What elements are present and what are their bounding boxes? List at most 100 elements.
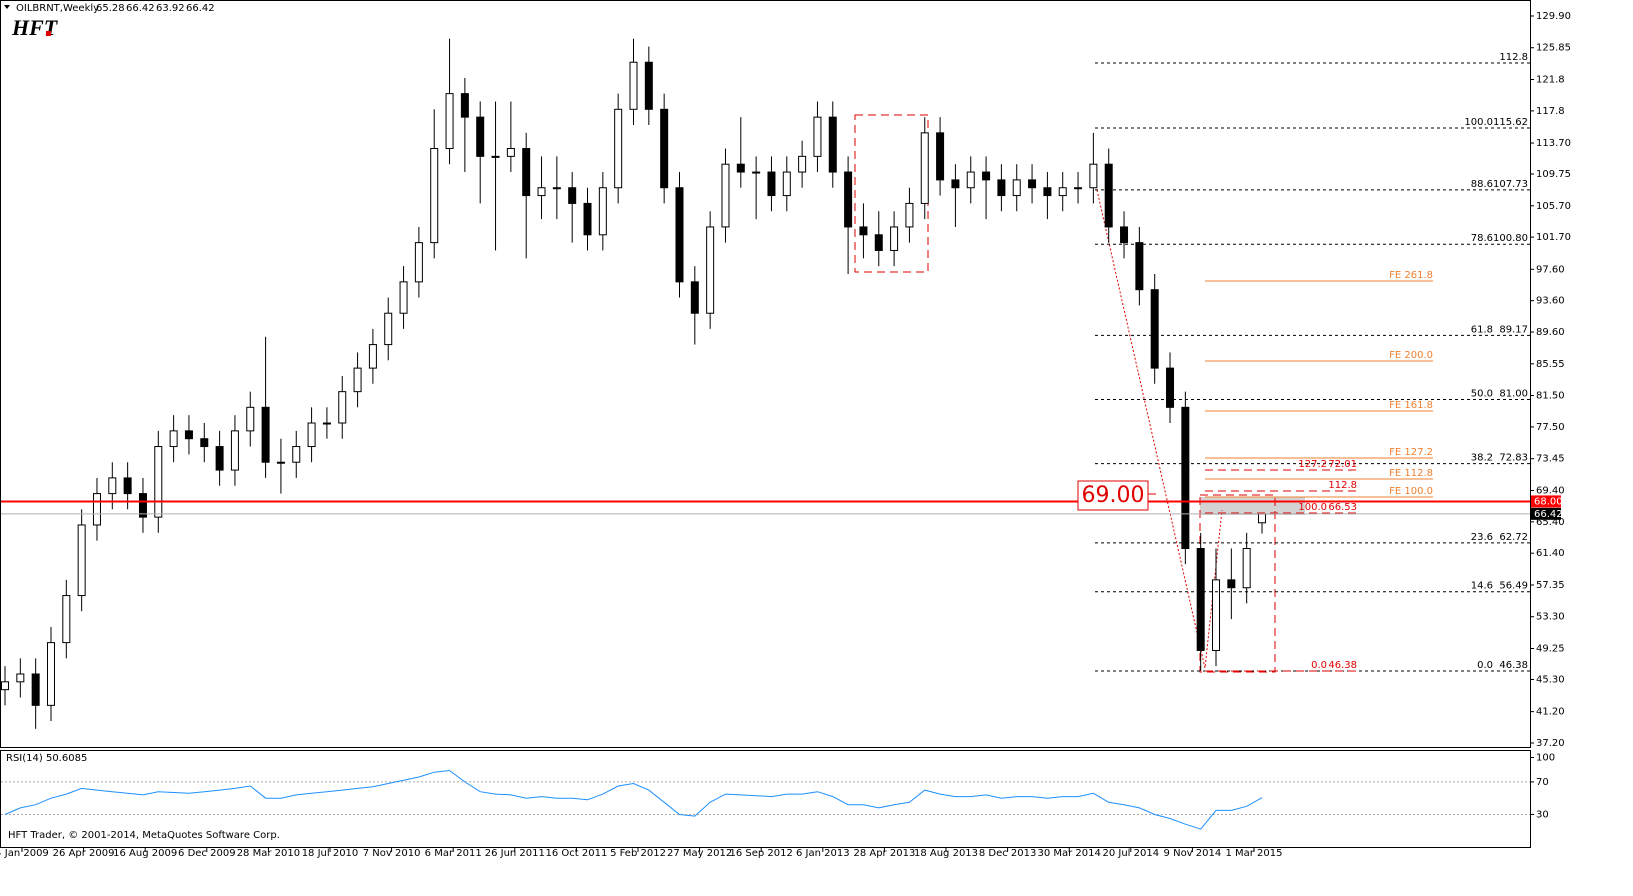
candle-body [997, 179, 1006, 197]
main-panel [0, 0, 1531, 748]
x-tick-label: 26 Apr 2009 [53, 848, 115, 859]
candle-body [736, 163, 745, 173]
candle-body [200, 438, 209, 448]
candle-body [583, 202, 592, 236]
candle-body [476, 116, 485, 157]
y-tick-label: 77.50 [1536, 422, 1565, 433]
x-tick-label: 1 Mar 2015 [1225, 848, 1282, 859]
x-tick-label: 7 Nov 2010 [363, 848, 421, 859]
x-tick-label: 16 Aug 2009 [113, 848, 177, 859]
y-tick-label: 129.90 [1536, 11, 1571, 22]
y-tick-label: 41.20 [1536, 707, 1565, 718]
x-tick-label: 18 Aug 2013 [914, 848, 978, 859]
y-tick-label: 45.30 [1536, 674, 1565, 685]
fe-label: FE 261.8 [1389, 270, 1433, 281]
x-tick-label: 4 Jan 2009 [0, 848, 49, 859]
candle-body [1181, 406, 1190, 550]
candle-body [1150, 289, 1159, 369]
fe-label: FE 127.2 [1389, 447, 1433, 458]
candle-body [598, 187, 607, 236]
candle-body [568, 187, 577, 204]
candle-body [1242, 548, 1251, 589]
candle-body [1028, 179, 1037, 189]
candle-body [614, 108, 623, 189]
zone [1200, 497, 1305, 515]
candle-body [1258, 513, 1266, 524]
x-tick-label: 30 Mar 2014 [1037, 848, 1100, 859]
y-tick-label: 37.20 [1536, 738, 1565, 749]
y-tick-label: 69.40 [1536, 485, 1565, 496]
logo: HFT [11, 15, 59, 40]
fib-price: 66.53 [1328, 502, 1357, 513]
fib-price: 46.38 [1499, 660, 1528, 671]
x-tick-label: 6 Mar 2011 [425, 848, 482, 859]
candle-body [506, 148, 515, 157]
fib-ratio: 0.0 [1477, 660, 1493, 671]
candle-body [230, 430, 239, 471]
candle-body [108, 477, 117, 495]
price-tag-label: 68.00 [1534, 496, 1563, 507]
rsi-title: RSI(14) 50.6085 [6, 753, 87, 764]
quote-value: 66.42 [186, 3, 215, 14]
fib-price: 46.38 [1328, 660, 1357, 671]
candle-body [690, 281, 699, 314]
candle-body [982, 171, 991, 181]
candle-body [1074, 187, 1083, 190]
candle-body [522, 148, 531, 197]
fib-ratio: 112.8 [1499, 52, 1528, 63]
candle-body [368, 344, 377, 369]
y-tick-label: 89.60 [1536, 327, 1565, 338]
quote-value: 65.28 [96, 3, 125, 14]
candle-body [920, 132, 929, 204]
fe-label: FE 112.8 [1389, 468, 1433, 479]
fe-label: FE 200.0 [1389, 350, 1433, 361]
candle-body [874, 234, 883, 251]
footer: HFT Trader, © 2001-2014, MetaQuotes Soft… [8, 830, 280, 841]
candle-body [629, 61, 638, 110]
quote-value: 66.42 [126, 3, 155, 14]
candle-body [154, 446, 163, 518]
candle-body [844, 171, 853, 228]
candle-body [46, 642, 55, 706]
candle-body [353, 367, 362, 393]
y-tick-label: 73.45 [1536, 454, 1565, 465]
fib-ratio: 61.8 [1471, 324, 1493, 335]
candle-body [184, 430, 193, 440]
price-tag [1531, 507, 1561, 520]
y-tick-label: 101.70 [1536, 232, 1571, 243]
candle-body [828, 116, 837, 173]
candle-body [384, 312, 393, 346]
candle-body [767, 171, 776, 197]
candle-body [1104, 163, 1113, 228]
fe-label: FE 161.8 [1389, 400, 1433, 411]
x-tick-label: 6 Jan 2013 [796, 848, 850, 859]
candle-body [706, 226, 715, 314]
fib-price: 56.49 [1499, 581, 1528, 592]
y-tick-label: 100 [1536, 753, 1555, 764]
candle-body [660, 108, 669, 189]
fe-label: FE 100.0 [1389, 486, 1433, 497]
candle-body [123, 477, 132, 495]
candle-body [261, 406, 270, 463]
highlight-box [854, 114, 929, 273]
x-tick-label: 6 Dec 2009 [178, 848, 236, 859]
candle-body [307, 422, 316, 448]
candle-body [460, 93, 469, 118]
x-tick-label: 8 Dec 2013 [979, 848, 1037, 859]
candle-body [338, 391, 347, 424]
candle-body [1089, 163, 1098, 189]
y-tick-label: 113.70 [1536, 138, 1571, 149]
fib-price: 100.80 [1493, 233, 1528, 244]
fib-ratio: 100.0 [1298, 502, 1327, 513]
fib-ratio: 112.8 [1328, 480, 1357, 491]
x-tick-label: 16 Oct 2011 [545, 848, 607, 859]
x-tick-label: 26 Jun 2011 [485, 848, 545, 859]
y-tick-label: 49.25 [1536, 643, 1565, 654]
price-tag [1531, 495, 1561, 508]
candle-body [1012, 179, 1021, 197]
fib-ratio: 100.0 [1464, 117, 1493, 128]
y-tick-label: 53.30 [1536, 612, 1565, 623]
candle-body [31, 673, 40, 706]
y-tick-label: 105.70 [1536, 201, 1571, 212]
